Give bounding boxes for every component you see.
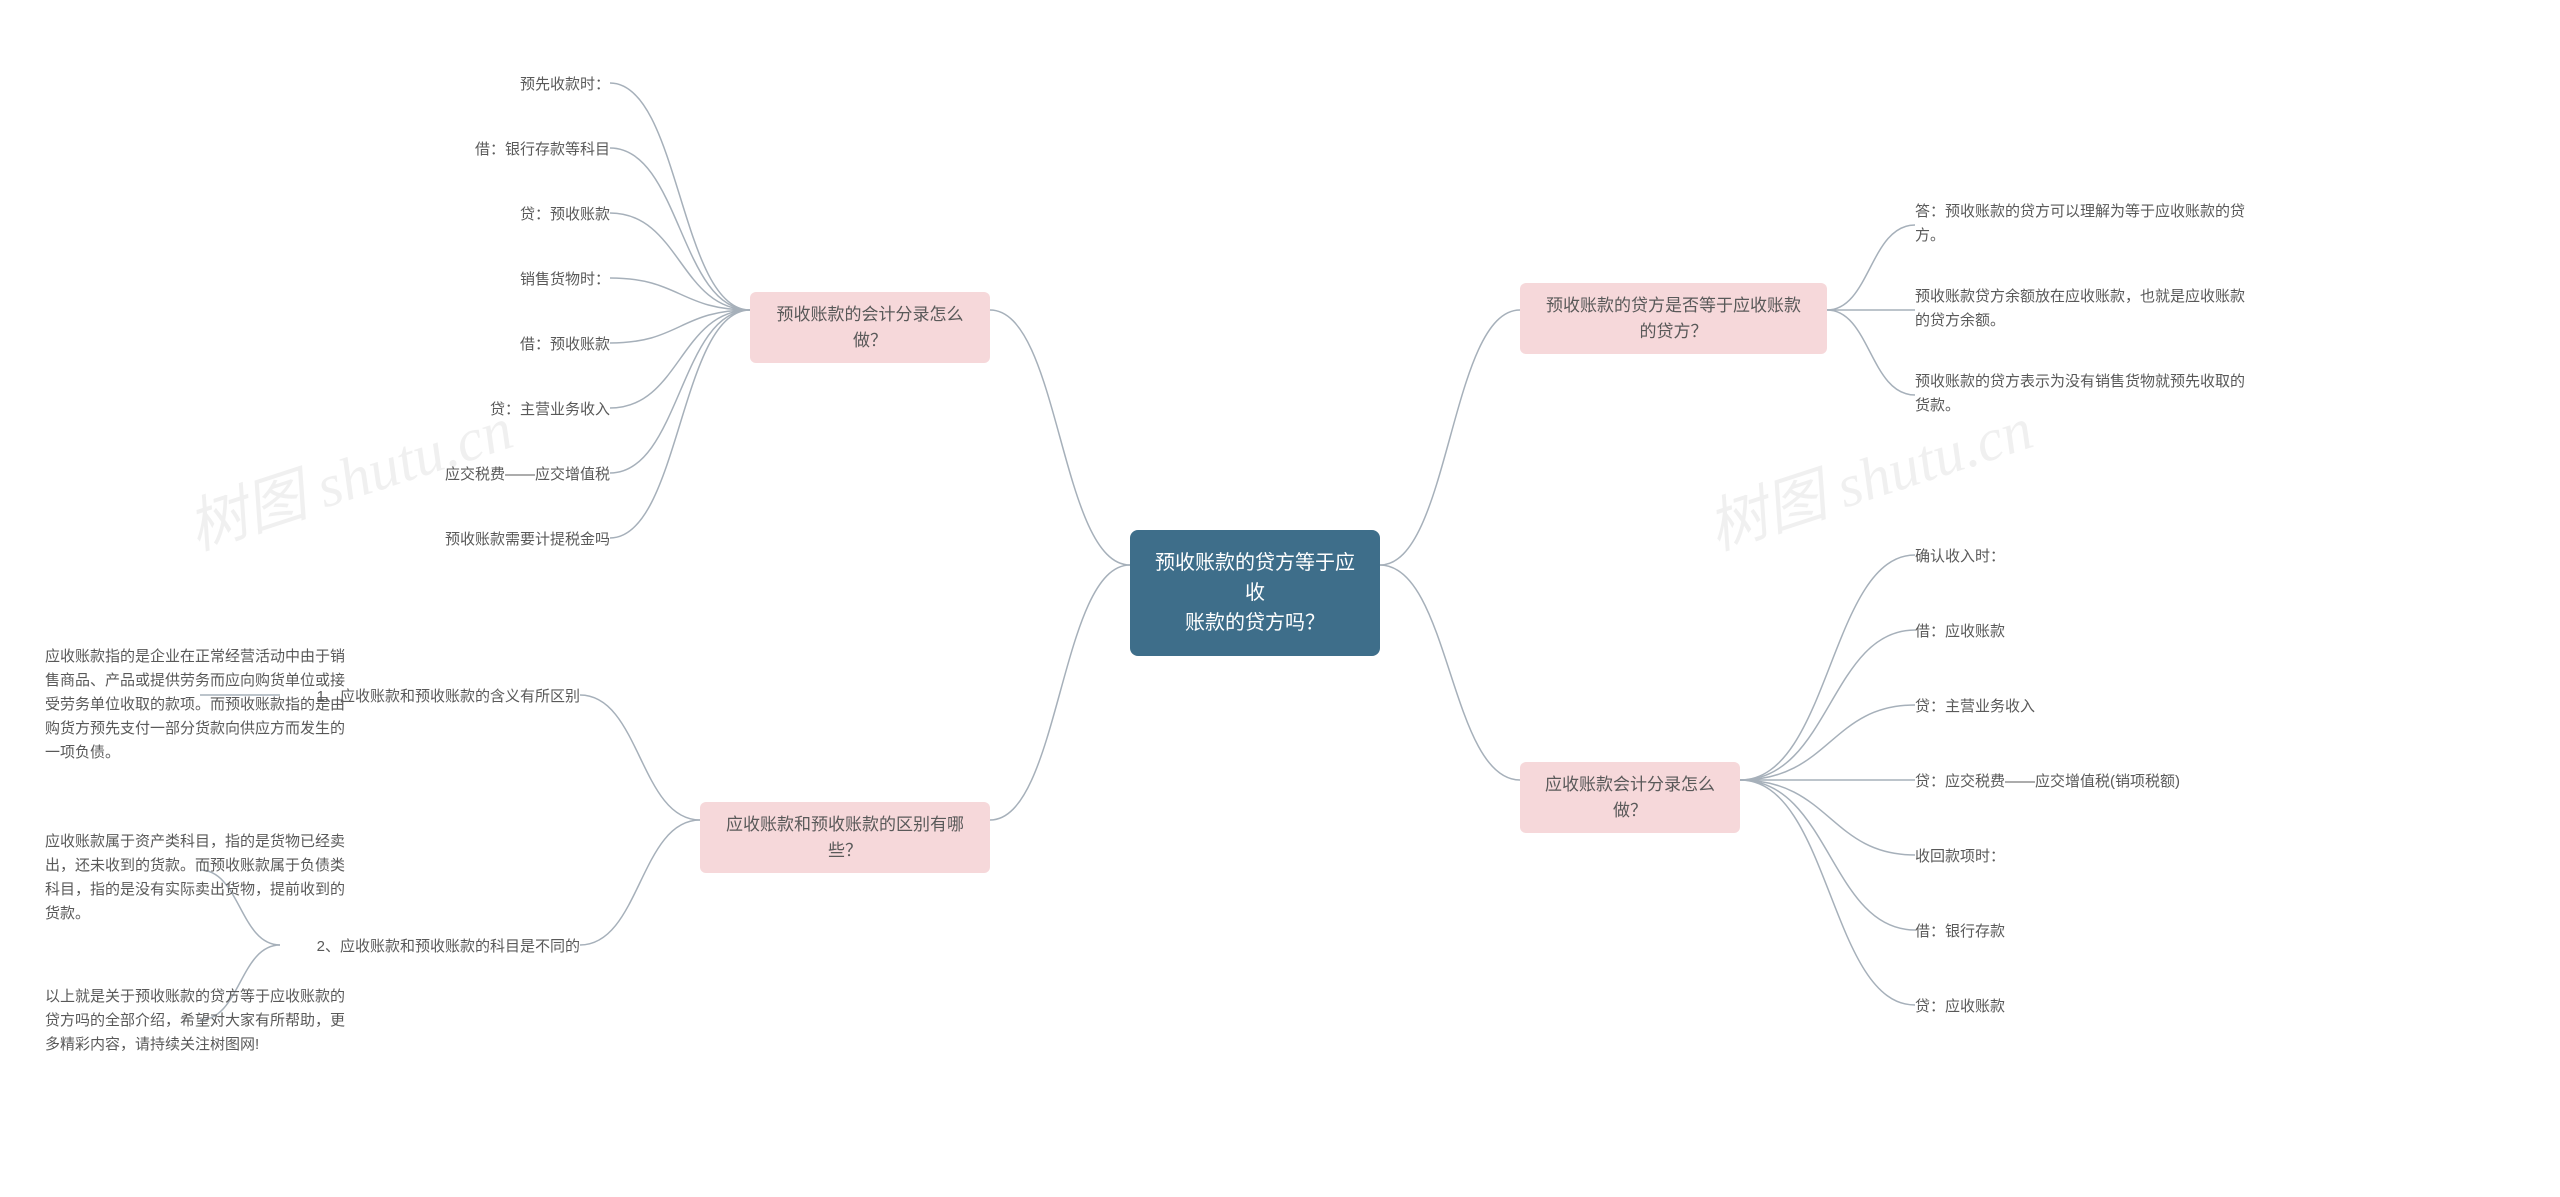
branch-r1: 预收账款的贷方是否等于应收账款 的贷方？ (1520, 283, 1827, 354)
branch-l4: 应收账款和预收账款的区别有哪些？ (700, 802, 990, 873)
leaf-r2-2: 贷：主营业务收入 (1915, 695, 2035, 719)
leaf-l3-4: 借：预收账款 (470, 333, 610, 357)
leaf-r2-3: 贷：应交税费——应交增值税(销项税额) (1915, 770, 2180, 794)
leaf-l3-1: 借：银行存款等科目 (450, 138, 610, 162)
root-label: 预收账款的贷方等于应收 账款的贷方吗？ (1154, 548, 1356, 638)
leaf-r1-1: 预收账款贷方余额放在应收账款，也就是应收账款的贷方余额。 (1915, 285, 2255, 333)
leaf-r2-1: 借：应收账款 (1915, 620, 2005, 644)
branch-l3-label: 预收账款的会计分录怎么做？ (768, 302, 972, 353)
leaf-r2-0: 确认收入时： (1915, 545, 2005, 569)
leaf-l3-0: 预先收款时： (470, 73, 610, 97)
leaf-r2-4: 收回款项时： (1915, 845, 2005, 869)
leaf-r1-0: 答：预收账款的贷方可以理解为等于应收账款的贷方。 (1915, 200, 2255, 248)
leaf-l3-5: 贷：主营业务收入 (450, 398, 610, 422)
branch-l4-label: 应收账款和预收账款的区别有哪些？ (718, 812, 972, 863)
leaf-l4-1-1: 以上就是关于预收账款的贷方等于应收账款的贷方吗的全部介绍，希望对大家有所帮助，更… (45, 985, 355, 1057)
branch-r2-label: 应收账款会计分录怎么做？ (1538, 772, 1722, 823)
leaf-r2-6: 贷：应收账款 (1915, 995, 2005, 1019)
leaf-l3-7: 预收账款需要计提税金吗 (410, 528, 610, 552)
leaf-r1-2: 预收账款的贷方表示为没有销售货物就预先收取的货款。 (1915, 370, 2255, 418)
branch-r1-label: 预收账款的贷方是否等于应收账款 的贷方？ (1546, 293, 1801, 344)
branch-l3: 预收账款的会计分录怎么做？ (750, 292, 990, 363)
leaf-r2-5: 借：银行存款 (1915, 920, 2005, 944)
leaf-l3-2: 贷：预收账款 (470, 203, 610, 227)
leaf-l4-0-0: 应收账款指的是企业在正常经营活动中由于销售商品、产品或提供劳务而应向购货单位或接… (45, 645, 355, 765)
leaf-l3-3: 销售货物时： (470, 268, 610, 292)
root-node: 预收账款的贷方等于应收 账款的贷方吗？ (1130, 530, 1380, 656)
leaf-l3-6: 应交税费——应交增值税 (410, 463, 610, 487)
branch-r2: 应收账款会计分录怎么做？ (1520, 762, 1740, 833)
leaf-l4-1-0: 应收账款属于资产类科目，指的是货物已经卖出，还未收到的货款。而预收账款属于负债类… (45, 830, 355, 926)
sub-l4-1: 2、应收账款和预收账款的科目是不同的 (280, 935, 580, 959)
